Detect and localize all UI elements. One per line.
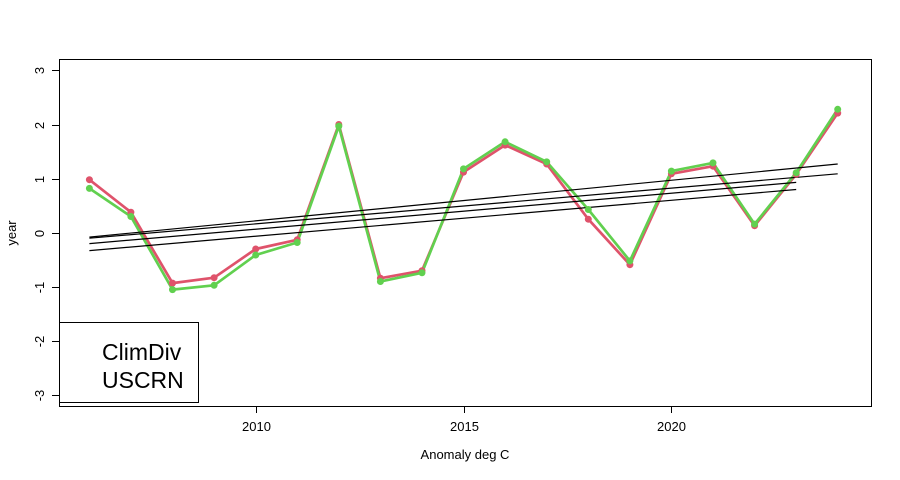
trend-line	[89, 173, 838, 239]
climdiv-data-point	[169, 279, 176, 287]
y-axis-tick-label: 2	[32, 122, 47, 129]
x-axis-tick-label: 2020	[657, 419, 686, 434]
x-axis-title: Anomaly deg C	[421, 447, 510, 462]
uscrn-data-point	[626, 257, 634, 265]
uscrn-data-point	[501, 138, 509, 146]
y-axis-title: year	[4, 220, 19, 246]
y-axis-tick-label: -1	[32, 282, 47, 294]
x-axis-tick-label: 2010	[242, 419, 271, 434]
trend-line	[89, 181, 797, 245]
uscrn-data-point	[210, 281, 218, 289]
uscrn-data-point	[85, 184, 93, 192]
uscrn-data-point	[751, 220, 759, 228]
climdiv-data-point	[584, 215, 592, 223]
uscrn-data-point	[169, 286, 176, 294]
trend-lines-group	[89, 163, 838, 252]
uscrn-data-point	[376, 278, 384, 285]
climdiv-data-point	[85, 176, 93, 184]
uscrn-data-point	[293, 239, 301, 246]
y-axis-tick-label: 3	[32, 67, 47, 74]
legend-item-uscrn: USCRN	[102, 367, 184, 393]
uscrn-data-point	[543, 158, 551, 166]
climdiv-data-point	[210, 274, 218, 282]
uscrn-data-point	[127, 213, 135, 220]
climdiv-line	[88, 111, 840, 285]
uscrn-data-point	[834, 105, 842, 113]
uscrn-data-point	[335, 122, 343, 130]
uscrn-data-point	[584, 206, 592, 213]
uscrn-data-point	[418, 269, 426, 277]
y-axis-tick-label: 1	[32, 176, 47, 183]
plot-box	[59, 59, 872, 407]
legend-box	[59, 322, 199, 403]
uscrn-data-point	[709, 159, 717, 167]
uscrn-data-point	[792, 169, 800, 177]
x-axis-tick-label: 2015	[450, 419, 479, 434]
series-lines-group	[88, 107, 840, 291]
y-axis-tick-label: 0	[32, 230, 47, 237]
uscrn-data-point	[667, 167, 675, 175]
uscrn-data-point	[460, 165, 467, 173]
data-points-group	[85, 105, 842, 294]
uscrn-line	[88, 107, 840, 291]
y-axis-tick-label: -2	[32, 336, 47, 348]
y-axis-tick-label: -3	[32, 390, 47, 402]
trend-line	[89, 188, 797, 252]
uscrn-data-point	[252, 251, 260, 259]
legend-item-climdiv: ClimDiv	[102, 339, 182, 365]
axes-group: -3 -2 -1 0 1 2 3 2010 2015 2020	[32, 59, 872, 434]
climdiv-data-point	[252, 245, 260, 253]
legend: ClimDiv USCRN	[59, 322, 199, 403]
trend-line	[89, 163, 838, 238]
